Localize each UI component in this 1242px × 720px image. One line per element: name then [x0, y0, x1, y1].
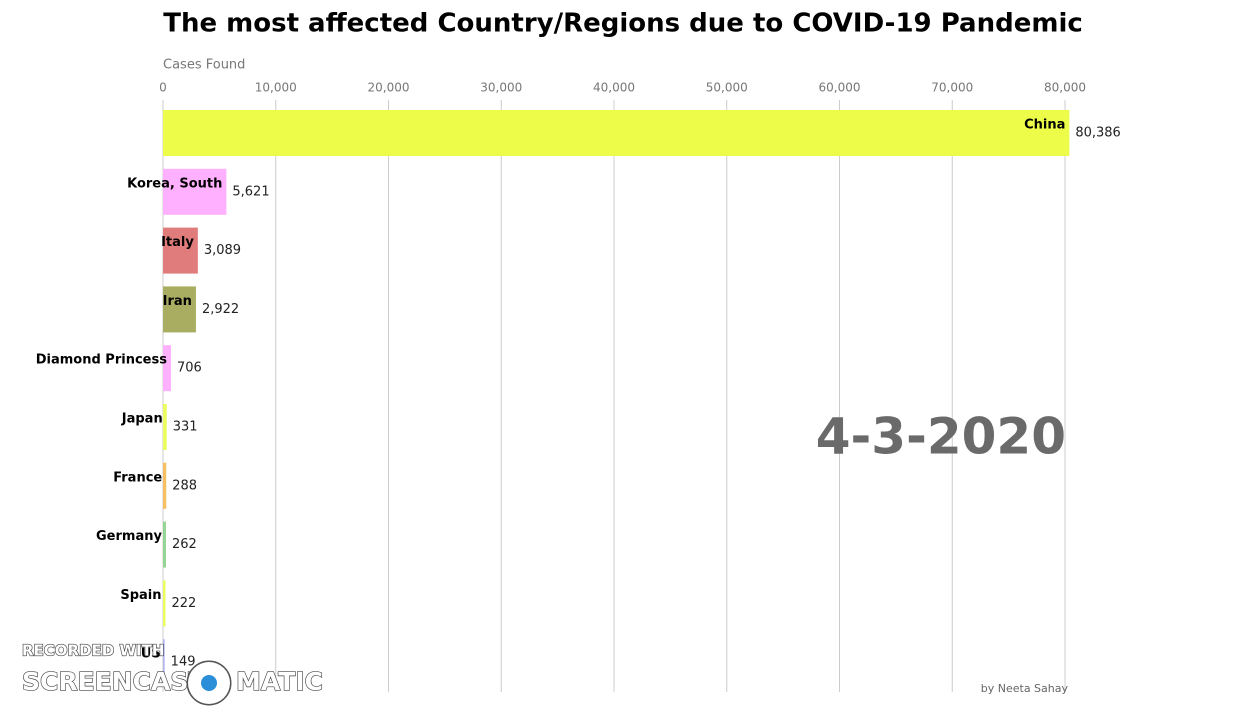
- x-tick-label: 0: [159, 81, 167, 95]
- x-tick-label: 20,000: [368, 81, 410, 95]
- bars: China 80,386 Korea, South 5,621 Italy 3,089 Ir…: [36, 110, 1121, 686]
- bar: [163, 110, 1070, 156]
- x-axis-label: Cases Found: [163, 58, 245, 73]
- category-label: Iran: [163, 294, 192, 309]
- grid: 0 10,000 20,000 30,000 40,000 50,000 60,000 70,…: [159, 81, 1086, 692]
- bar: [163, 227, 198, 274]
- date-label: 4-3-2020: [816, 408, 1066, 466]
- x-tick-label: 80,000: [1044, 81, 1086, 95]
- watermark-text: RECORDED WITH: [22, 642, 164, 660]
- category-label: Spain: [120, 588, 161, 603]
- x-tick-label: 60,000: [819, 81, 861, 95]
- credit: by Neeta Sahay: [981, 682, 1069, 695]
- x-tick-label: 50,000: [706, 81, 748, 95]
- value-label: 80,386: [1075, 126, 1121, 141]
- value-label: 288: [172, 478, 197, 493]
- category-label: Diamond Princess: [36, 353, 167, 368]
- category-label: US: [141, 647, 161, 662]
- category-label: France: [113, 470, 162, 485]
- value-label: 706: [177, 361, 202, 376]
- chart-title: The most affected Country/Regions due to…: [163, 9, 1083, 39]
- watermark-text: MATIC: [236, 667, 323, 696]
- category-label: Italy: [161, 235, 194, 250]
- x-tick-label: 30,000: [480, 81, 522, 95]
- value-label: 262: [172, 537, 197, 552]
- bar: [163, 580, 166, 627]
- value-label: 149: [171, 655, 196, 670]
- bar: [163, 404, 167, 450]
- value-label: 331: [173, 420, 198, 435]
- watermark-icon: [201, 675, 217, 691]
- category-label: Japan: [121, 412, 163, 427]
- x-tick-label: 70,000: [931, 81, 973, 95]
- bar: [163, 345, 171, 392]
- bar: [163, 168, 227, 215]
- watermark: RECORDED WITH SCREENCAST MATIC: [21, 641, 324, 706]
- bar: [163, 462, 167, 509]
- category-label: Korea, South: [127, 176, 222, 191]
- value-label: 222: [172, 596, 197, 611]
- value-label: 2,922: [202, 302, 239, 317]
- bar: [163, 521, 166, 568]
- category-label: Germany: [96, 529, 162, 544]
- bar: [163, 286, 196, 333]
- watermark-text: SCREENCAST: [22, 667, 205, 696]
- value-label: 5,621: [232, 184, 269, 199]
- x-tick-label: 10,000: [255, 81, 297, 95]
- x-tick-label: 40,000: [593, 81, 635, 95]
- bar: [163, 639, 165, 686]
- category-label: China: [1024, 118, 1065, 133]
- value-label: 3,089: [204, 243, 241, 258]
